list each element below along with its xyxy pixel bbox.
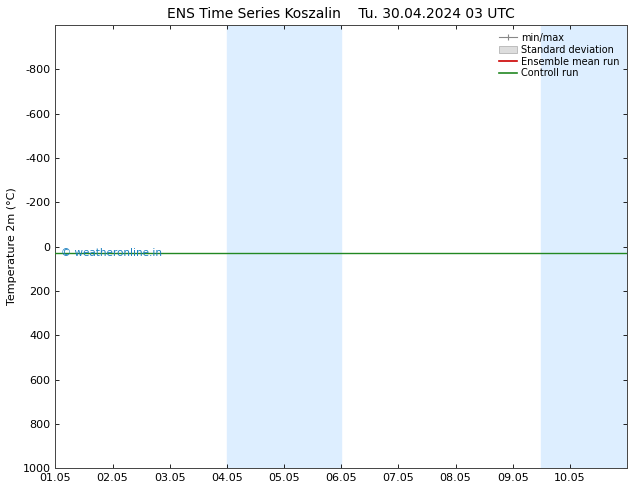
Y-axis label: Temperature 2m (°C): Temperature 2m (°C) [7,188,17,305]
Legend: min/max, Standard deviation, Ensemble mean run, Controll run: min/max, Standard deviation, Ensemble me… [496,30,622,81]
Bar [227,25,341,468]
Bar [541,25,627,468]
Title: ENS Time Series Koszalin    Tu. 30.04.2024 03 UTC: ENS Time Series Koszalin Tu. 30.04.2024 … [167,7,515,21]
Text: © weatheronline.in: © weatheronline.in [61,248,162,258]
